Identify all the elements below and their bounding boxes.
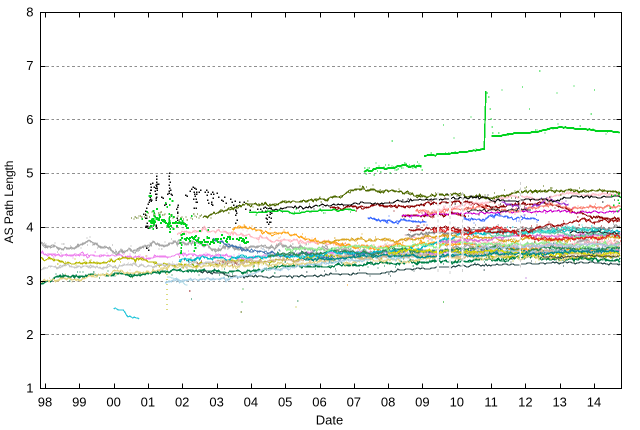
svg-text:3: 3	[26, 273, 33, 288]
svg-text:11: 11	[484, 395, 498, 410]
svg-text:00: 00	[106, 395, 120, 410]
svg-text:98: 98	[38, 395, 52, 410]
svg-text:Date: Date	[316, 413, 343, 428]
svg-text:04: 04	[244, 395, 258, 410]
svg-text:09: 09	[415, 395, 429, 410]
svg-text:99: 99	[72, 395, 86, 410]
svg-text:08: 08	[381, 395, 395, 410]
svg-text:2: 2	[26, 327, 33, 342]
svg-text:13: 13	[552, 395, 566, 410]
svg-text:02: 02	[175, 395, 189, 410]
svg-text:14: 14	[587, 395, 601, 410]
svg-text:06: 06	[312, 395, 326, 410]
svg-text:07: 07	[347, 395, 361, 410]
svg-text:12: 12	[518, 395, 532, 410]
svg-text:AS Path Length: AS Path Length	[2, 161, 16, 244]
svg-text:4: 4	[26, 219, 33, 234]
svg-text:05: 05	[278, 395, 292, 410]
svg-text:8: 8	[26, 5, 33, 20]
svg-text:1: 1	[26, 381, 33, 396]
svg-text:10: 10	[450, 395, 464, 410]
svg-text:7: 7	[26, 58, 33, 73]
svg-text:6: 6	[26, 112, 33, 127]
svg-text:03: 03	[209, 395, 223, 410]
svg-text:5: 5	[26, 166, 33, 181]
svg-text:01: 01	[141, 395, 155, 410]
